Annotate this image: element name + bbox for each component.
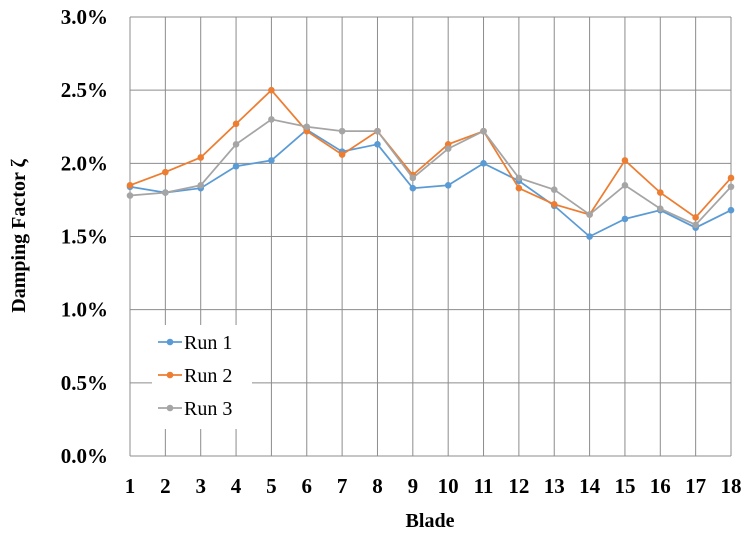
series-line <box>129 118 732 226</box>
legend-label: Run 3 <box>184 398 232 420</box>
x-tick-label: 16 <box>650 474 671 498</box>
data-point <box>515 184 523 192</box>
x-tick-label: 5 <box>266 474 277 498</box>
legend-label: Run 1 <box>184 332 232 354</box>
legend-swatch-marker <box>166 338 174 346</box>
series-1 <box>126 126 735 240</box>
data-point <box>374 127 381 135</box>
data-point <box>621 215 629 223</box>
x-tick-label: 18 <box>721 474 742 498</box>
legend: Run 1 Run 2 Run 3 <box>152 325 252 429</box>
x-tick-label: 10 <box>438 474 459 498</box>
data-point <box>444 145 452 152</box>
y-tick-label: 0.0% <box>61 444 108 468</box>
x-tick-label: 8 <box>372 474 383 498</box>
data-point <box>621 181 629 189</box>
data-point <box>550 201 558 208</box>
y-tick-label: 2.5% <box>61 78 108 102</box>
legend-label: Run 2 <box>184 365 232 387</box>
legend-item: Run 1 <box>158 332 232 354</box>
data-point <box>656 189 664 196</box>
series-2 <box>126 86 735 221</box>
data-point <box>268 116 275 123</box>
data-point <box>126 192 134 199</box>
x-tick-label: 2 <box>160 474 171 498</box>
x-tick-label: 7 <box>337 474 348 498</box>
x-tick-label: 14 <box>579 474 601 498</box>
series-3 <box>126 116 735 229</box>
x-tick-label: 1 <box>125 474 136 498</box>
data-point <box>374 141 381 148</box>
data-point <box>409 174 417 182</box>
data-point <box>480 160 487 167</box>
data-point <box>656 205 664 212</box>
data-point <box>727 183 735 191</box>
data-point <box>197 181 205 189</box>
y-tick-label: 1.0% <box>61 298 108 322</box>
series-line <box>129 88 732 219</box>
data-point <box>586 233 593 240</box>
data-point <box>727 174 735 182</box>
data-point <box>692 221 699 229</box>
x-tick-label: 9 <box>408 474 419 498</box>
series-line <box>129 128 732 238</box>
data-point <box>303 123 311 131</box>
data-point <box>515 174 523 182</box>
data-point <box>162 189 169 196</box>
legend-item: Run 3 <box>158 398 232 420</box>
data-point <box>621 157 629 164</box>
x-tick-label: 11 <box>474 474 494 498</box>
y-axis-tick-labels: 0.0% 0.5% 1.0% 1.5% 2.0% 2.5% 3.0% <box>61 5 108 468</box>
data-point <box>232 141 240 148</box>
legend-swatch-marker <box>166 371 174 379</box>
data-point <box>126 181 134 189</box>
data-point <box>197 154 205 161</box>
data-point <box>338 151 346 158</box>
data-point <box>232 120 240 128</box>
x-tick-label: 17 <box>685 474 706 498</box>
x-tick-label: 4 <box>231 474 242 498</box>
legend-swatch-marker <box>166 404 174 412</box>
data-point <box>409 184 417 192</box>
data-point <box>162 168 169 176</box>
data-point <box>550 186 558 193</box>
data-point <box>268 157 275 164</box>
legend-item: Run 2 <box>158 365 232 387</box>
y-tick-label: 3.0% <box>61 5 108 29</box>
series-lines <box>126 86 735 240</box>
x-tick-label: 12 <box>508 474 529 498</box>
y-tick-label: 2.0% <box>61 151 108 175</box>
x-tick-label: 3 <box>195 474 206 498</box>
data-point <box>232 162 240 170</box>
data-point <box>692 214 699 221</box>
data-point <box>727 206 735 214</box>
y-tick-label: 1.5% <box>61 225 108 249</box>
y-tick-label: 0.5% <box>61 371 108 395</box>
data-point <box>480 127 487 135</box>
x-tick-label: 15 <box>614 474 635 498</box>
x-tick-label: 6 <box>302 474 313 498</box>
data-point <box>444 181 452 189</box>
x-axis-tick-labels: 1 2 3 4 5 6 7 8 9 10 11 12 13 14 15 16 17 18 <box>125 474 742 498</box>
data-point <box>338 127 346 135</box>
data-point <box>586 211 593 218</box>
x-tick-label: 13 <box>544 474 565 498</box>
data-point <box>268 86 275 94</box>
y-axis-title: Damping Factor ζ <box>8 159 30 313</box>
x-axis-title: Blade <box>406 510 455 532</box>
